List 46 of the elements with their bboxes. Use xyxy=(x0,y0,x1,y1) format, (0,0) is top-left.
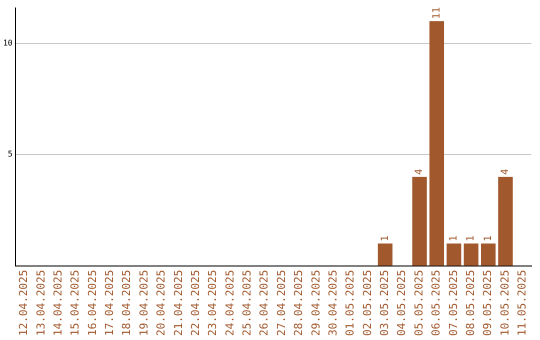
x-tick-label: 25.04.2025 xyxy=(240,270,254,336)
x-tick-label: 10.05.2025 xyxy=(498,270,512,336)
x-tick-label: 27.04.2025 xyxy=(274,270,288,336)
x-tick-label: 07.05.2025 xyxy=(446,270,460,336)
data-label: 1 xyxy=(466,236,477,242)
x-tick-label: 30.04.2025 xyxy=(326,270,340,336)
x-tick-label: 26.04.2025 xyxy=(258,270,271,336)
x-tick-label: 03.05.2025 xyxy=(378,270,392,336)
bar xyxy=(446,244,462,266)
x-tick-label: 20.04.2025 xyxy=(154,270,168,336)
bar xyxy=(378,244,392,266)
data-label: 1 xyxy=(482,236,494,242)
x-tick-label: 08.05.2025 xyxy=(464,270,477,336)
bar xyxy=(480,244,496,266)
x-tick-label: 09.05.2025 xyxy=(481,270,494,336)
data-label: 11 xyxy=(431,7,442,20)
bar xyxy=(498,176,513,266)
x-tick-label: 24.04.2025 xyxy=(223,270,236,336)
bar xyxy=(412,176,427,266)
bar xyxy=(429,21,444,266)
bar xyxy=(464,244,478,266)
x-tick-label: 17.04.2025 xyxy=(103,270,116,336)
x-tick-label: 14.04.2025 xyxy=(51,270,64,336)
data-label: 1 xyxy=(380,236,391,242)
x-tick-label: 06.05.2025 xyxy=(430,270,443,336)
x-tick-label: 21.04.2025 xyxy=(172,270,185,336)
data-label: 4 xyxy=(500,168,512,175)
x-tick-label: 28.04.2025 xyxy=(292,270,306,336)
x-tick-label: 15.04.2025 xyxy=(68,270,82,336)
x-tick-label: 18.04.2025 xyxy=(120,270,134,336)
x-tick-label: 12.04.2025 xyxy=(17,270,30,336)
data-label: 1 xyxy=(448,236,460,242)
x-tick-label: 02.05.2025 xyxy=(360,270,374,336)
x-tick-label: 11.05.2025 xyxy=(516,270,529,336)
x-tick-label: 05.05.2025 xyxy=(412,270,426,336)
x-tick-label: 29.04.2025 xyxy=(309,270,322,336)
y-tick-label: 5 xyxy=(8,150,13,159)
data-label: 4 xyxy=(414,168,426,175)
x-tick-label: 22.04.2025 xyxy=(188,270,202,336)
x-tick-label: 04.05.2025 xyxy=(395,270,408,336)
y-tick-label: 10 xyxy=(2,38,13,48)
x-tick-label: 23.04.2025 xyxy=(206,270,220,336)
x-tick-label: 01.05.2025 xyxy=(344,270,357,336)
x-tick-label: 16.04.2025 xyxy=(86,270,99,336)
x-tick-label: 13.04.2025 xyxy=(34,270,48,336)
x-tick-label: 19.04.2025 xyxy=(137,270,150,336)
